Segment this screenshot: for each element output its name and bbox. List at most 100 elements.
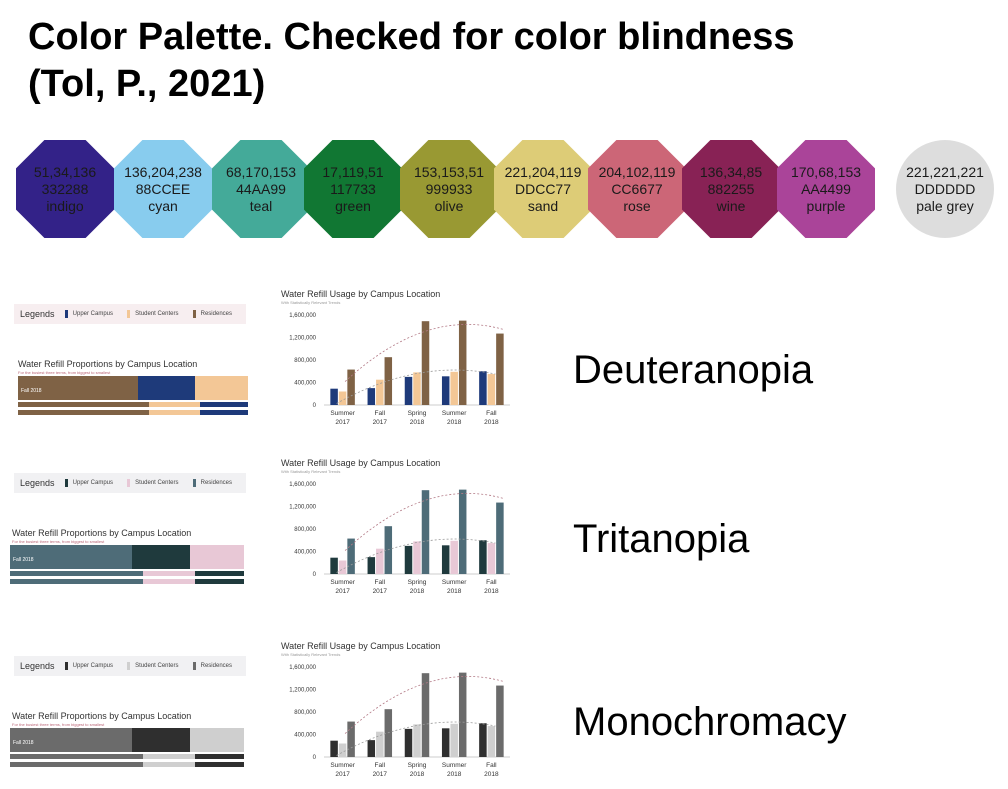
cvd-label: Deuteranopia [573, 348, 814, 392]
proportion-bar [10, 754, 244, 759]
trend-line [336, 369, 496, 404]
title-line-1: Color Palette. Checked for color blindne… [28, 16, 795, 58]
legend-title: Legends [20, 309, 55, 319]
usage-chart: Water Refill Usage by Campus LocationWit… [281, 458, 510, 595]
swatch-hex: AA4499 [801, 180, 851, 197]
x-tick-label: Fall [486, 579, 497, 586]
proportion-segment [131, 545, 191, 569]
y-tick-label: 1,600,000 [289, 482, 316, 488]
legend-swatch [127, 479, 131, 487]
legend: Legends Upper Campus Student Centers Reside… [14, 304, 246, 324]
x-tick-label: 2017 [335, 771, 350, 778]
proportion-segment [18, 410, 150, 415]
proportion-segment [10, 579, 144, 584]
proportion-bar [18, 376, 248, 400]
proportion-segment [149, 410, 200, 415]
bar-residences [458, 672, 467, 757]
x-tick-label: 2018 [484, 419, 499, 426]
swatch-rgb: 68,170,153 [225, 163, 297, 180]
proportion-segment [190, 545, 244, 569]
proportion-segment [143, 579, 195, 584]
swatch-olive: 153,153,51 999933 olive [400, 140, 498, 238]
x-tick-label: 2017 [373, 588, 388, 595]
x-tick-label: 2018 [447, 419, 462, 426]
legend-swatch [64, 479, 68, 487]
legend-item-label: Student Centers [135, 311, 179, 317]
proportion-segment [194, 762, 244, 767]
proportions-title: Water Refill Proportions by Campus Locat… [18, 359, 198, 369]
proportion-bar-label: Fall 2018 [13, 740, 34, 746]
x-tick-label: Fall [375, 579, 386, 586]
bar-residences [458, 489, 467, 574]
x-tick-label: 2018 [410, 771, 425, 778]
swatch-name: sand [527, 197, 559, 214]
x-tick-label: Fall [375, 762, 386, 769]
swatch-rgb: 153,153,51 [413, 163, 485, 180]
legend-item-label: Residences [200, 311, 232, 317]
bar-student-centers [376, 731, 384, 757]
proportion-segment [131, 728, 191, 752]
swatch-hex: CC6677 [611, 180, 663, 197]
legend-item-label: Residences [200, 480, 232, 486]
proportion-segment [18, 402, 150, 407]
proportion-segment [194, 571, 244, 576]
proportions-title: Water Refill Proportions by Campus Locat… [12, 528, 192, 538]
x-tick-label: Fall [486, 410, 497, 417]
swatch-rgb: 136,34,85 [699, 163, 763, 180]
bar-student-centers [338, 743, 347, 757]
legend-swatch [64, 662, 68, 670]
y-tick-label: 1,600,000 [289, 313, 316, 319]
swatch-hex: 332288 [41, 180, 89, 197]
trend-line [344, 324, 505, 382]
bar-student-centers [338, 560, 347, 574]
bar-residences [421, 673, 430, 757]
chart-title: Water Refill Usage by Campus Location [281, 289, 440, 299]
proportion-segment [195, 376, 248, 400]
bar-residences [496, 333, 504, 405]
legend-item-label: Student Centers [135, 663, 179, 669]
legend-swatch [64, 310, 68, 318]
bar-student-centers [413, 372, 421, 405]
x-tick-label: Spring [408, 410, 427, 417]
bar-residences [347, 721, 355, 757]
x-tick-label: Spring [408, 762, 427, 769]
bar-upper-campus [441, 545, 450, 574]
proportion-segment [10, 571, 144, 576]
bar-student-centers [376, 548, 384, 574]
proportion-segment [143, 754, 195, 759]
bar-student-centers [450, 540, 458, 574]
x-tick-label: 2018 [447, 588, 462, 595]
legend-item-label: Upper Campus [72, 480, 114, 486]
swatch-hex: 999933 [425, 180, 473, 197]
bar-upper-campus [479, 723, 487, 757]
usage-chart: Water Refill Usage by Campus LocationWit… [281, 289, 510, 426]
legend-title: Legends [20, 478, 55, 488]
trend-line [344, 493, 505, 551]
bar-residences [347, 538, 355, 574]
bar-upper-campus [479, 371, 487, 405]
y-tick-label: 1,200,000 [289, 336, 316, 342]
x-tick-label: Summer [330, 410, 355, 417]
bar-upper-campus [330, 740, 338, 757]
y-tick-label: 0 [313, 755, 317, 761]
bar-student-centers [487, 374, 496, 405]
proportion-segment [10, 545, 132, 569]
x-tick-label: 2017 [335, 419, 350, 426]
bar-residences [421, 321, 430, 405]
legend-item-label: Upper Campus [72, 311, 114, 317]
swatch-name: cyan [148, 197, 178, 214]
swatch-wine: 136,34,85 882255 wine [682, 140, 780, 238]
x-tick-label: Fall [375, 410, 386, 417]
bar-upper-campus [404, 376, 413, 405]
swatch-name: indigo [46, 197, 84, 214]
legend: Legends Upper Campus Student Centers Reside… [14, 656, 246, 676]
y-tick-label: 1,600,000 [289, 665, 316, 671]
x-tick-label: Summer [442, 579, 467, 586]
proportions-title: Water Refill Proportions by Campus Locat… [12, 711, 192, 721]
y-tick-label: 400,000 [294, 733, 316, 739]
swatch-hex: DDDDDD [914, 180, 976, 197]
bar-upper-campus [404, 545, 413, 574]
swatch-sand: 221,204,119 DDCC77 sand [494, 140, 592, 238]
swatch-rose: 204,102,119 CC6677 rose [588, 140, 686, 238]
proportion-bar [10, 545, 244, 569]
